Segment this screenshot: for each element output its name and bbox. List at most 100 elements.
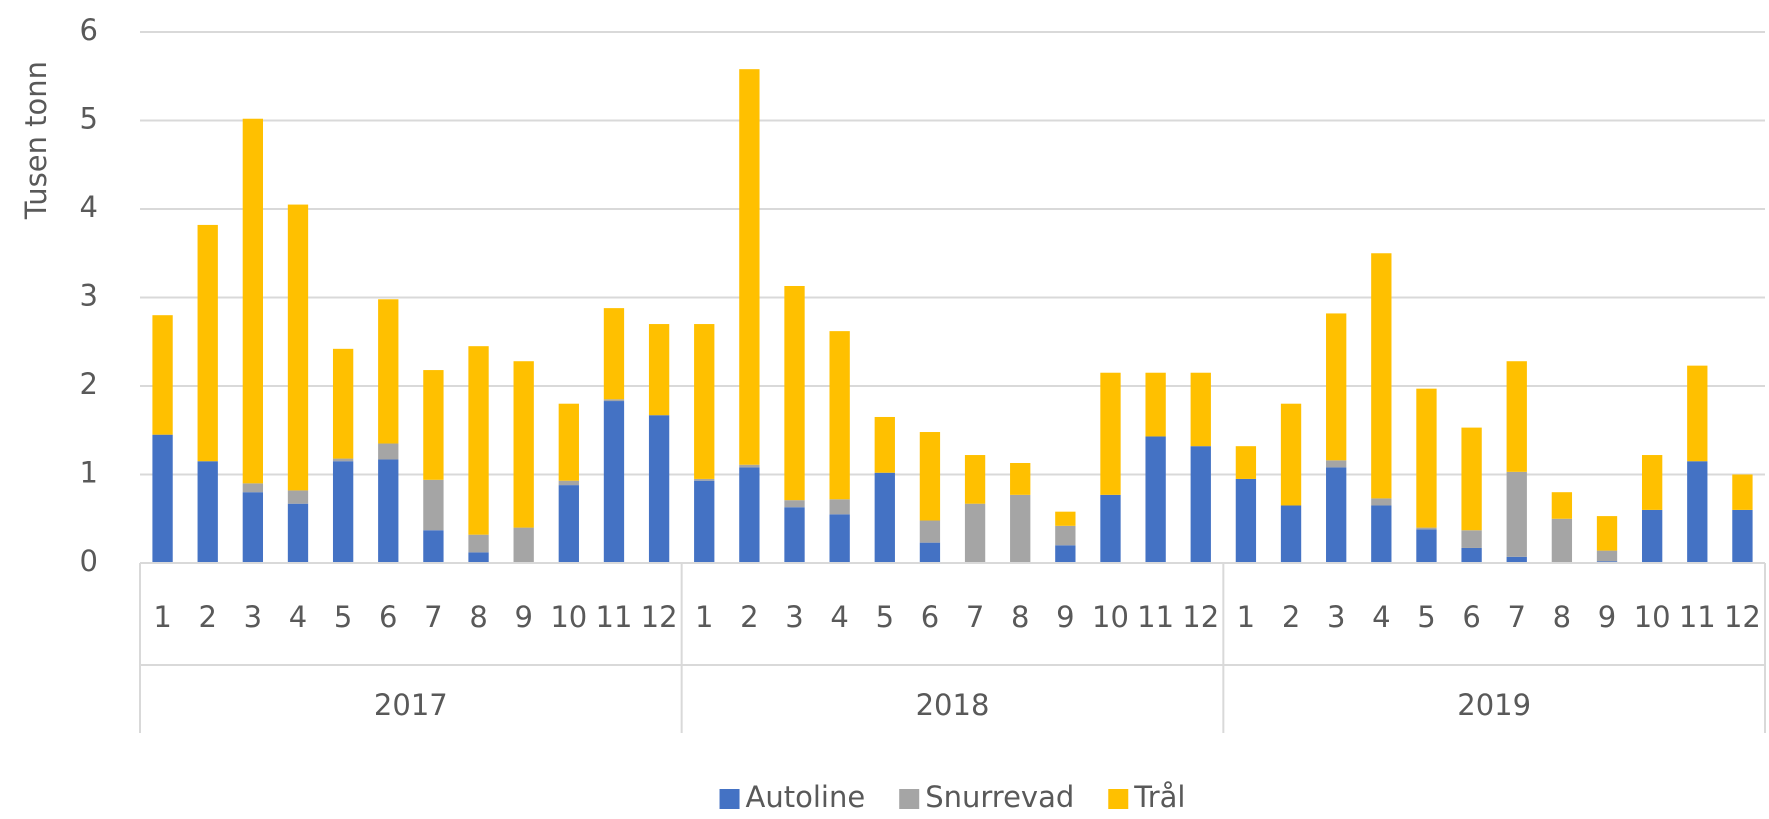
bar-segment: [468, 346, 489, 535]
bar-segment: [829, 514, 850, 563]
group-label: 2018: [916, 688, 990, 722]
x-tick-label: 9: [1598, 600, 1616, 634]
y-tick-label: 0: [80, 544, 98, 578]
bar-segment: [739, 69, 760, 465]
bar-segment: [1461, 547, 1482, 563]
bar-segment: [603, 401, 625, 563]
bar-segment: [1235, 446, 1257, 479]
bar-segment: [919, 520, 941, 543]
bar-segment: [1506, 361, 1527, 472]
legend-swatch: [899, 789, 920, 809]
x-tick-label: 11: [1137, 600, 1174, 634]
x-tick-label: 11: [1679, 600, 1716, 634]
bar-segment: [378, 299, 399, 444]
x-tick-label: 9: [1056, 600, 1074, 634]
bar-segment: [1280, 403, 1302, 506]
x-tick-label: 7: [966, 600, 984, 634]
x-tick-label: 10: [1634, 600, 1671, 634]
bar-segment: [197, 224, 218, 462]
legend-label: Snurrevad: [925, 780, 1074, 814]
bar-segment: [287, 490, 309, 504]
x-tick-label: 2: [1282, 600, 1300, 634]
bar-segment: [1732, 474, 1753, 510]
bar-segment: [739, 467, 760, 563]
legend-label: Trål: [1133, 780, 1185, 814]
x-tick-label: 8: [469, 600, 487, 634]
bar-segment: [1145, 436, 1166, 563]
bar-segment: [1100, 372, 1121, 495]
bar-segment: [1596, 550, 1618, 562]
bar-segment: [603, 308, 625, 400]
bar-segment: [1371, 498, 1392, 506]
bar-segment: [874, 416, 895, 473]
bar-segment: [197, 461, 218, 563]
bar-segment: [648, 324, 670, 416]
x-tick-label: 7: [424, 600, 442, 634]
bar-segment: [784, 285, 805, 501]
bar-segment: [1641, 509, 1663, 563]
y-tick-label: 2: [80, 367, 98, 401]
bar-segment: [1506, 471, 1527, 557]
bar-segment: [694, 480, 715, 563]
x-tick-label: 12: [1724, 600, 1761, 634]
bar-segment: [1416, 388, 1437, 528]
bar-segment: [1280, 505, 1302, 563]
bar-segment: [1145, 372, 1166, 437]
x-tick-label: 4: [830, 600, 848, 634]
bar-segment: [1326, 313, 1347, 461]
bar-segment: [964, 455, 986, 504]
bar-segment: [513, 527, 534, 563]
bar-segment: [558, 403, 579, 481]
bar-segment: [1055, 525, 1076, 546]
bar-segment: [242, 118, 264, 484]
bar-segment: [648, 415, 670, 563]
group-label: 2019: [1457, 688, 1531, 722]
x-tick-label: 11: [596, 600, 633, 634]
bar-segment: [603, 399, 625, 402]
y-tick-label: 6: [80, 13, 98, 47]
x-tick-label: 5: [876, 600, 894, 634]
legend-label: Autoline: [746, 780, 866, 814]
x-tick-label: 5: [1417, 600, 1435, 634]
bar-segment: [1551, 518, 1573, 563]
bar-segment: [468, 534, 489, 553]
x-tick-label: 12: [1182, 600, 1219, 634]
y-tick-label: 1: [80, 456, 98, 490]
group-label: 2017: [374, 688, 448, 722]
bar-segment: [1596, 516, 1618, 551]
bar-segment: [1010, 462, 1031, 495]
bar-segment: [1371, 253, 1392, 499]
bar-segment: [694, 324, 715, 479]
bar-segment: [1100, 494, 1121, 563]
bar-segment: [1506, 556, 1527, 563]
x-tick-label: 8: [1011, 600, 1029, 634]
bar-segment: [423, 370, 444, 480]
x-tick-label: 1: [1237, 600, 1255, 634]
x-tick-label: 1: [153, 600, 171, 634]
bar-segment: [874, 472, 895, 563]
x-tick-label: 4: [1372, 600, 1390, 634]
bar-segment: [287, 204, 309, 491]
y-axis-label: Tusen tonn: [19, 61, 53, 220]
x-tick-label: 3: [244, 600, 262, 634]
legend-swatch: [1108, 789, 1129, 809]
bar-segment: [1641, 455, 1663, 510]
bar-segment: [1416, 527, 1437, 530]
bar-segment: [694, 478, 715, 481]
bar-segment: [1190, 372, 1211, 447]
bar-segment: [332, 458, 354, 462]
bar-segment: [1055, 545, 1076, 563]
x-tick-label: 6: [921, 600, 939, 634]
bar-segment: [513, 361, 534, 528]
bar-segment: [1687, 365, 1708, 462]
bar-segment: [1371, 505, 1392, 563]
bar-segment: [919, 432, 941, 521]
bar-segment: [423, 479, 444, 531]
x-tick-label: 3: [785, 600, 803, 634]
bar-segment: [1190, 446, 1211, 563]
bar-segment: [1326, 467, 1347, 563]
x-tick-label: 5: [334, 600, 352, 634]
bar-segment: [784, 500, 805, 508]
bar-segment: [1732, 509, 1753, 563]
